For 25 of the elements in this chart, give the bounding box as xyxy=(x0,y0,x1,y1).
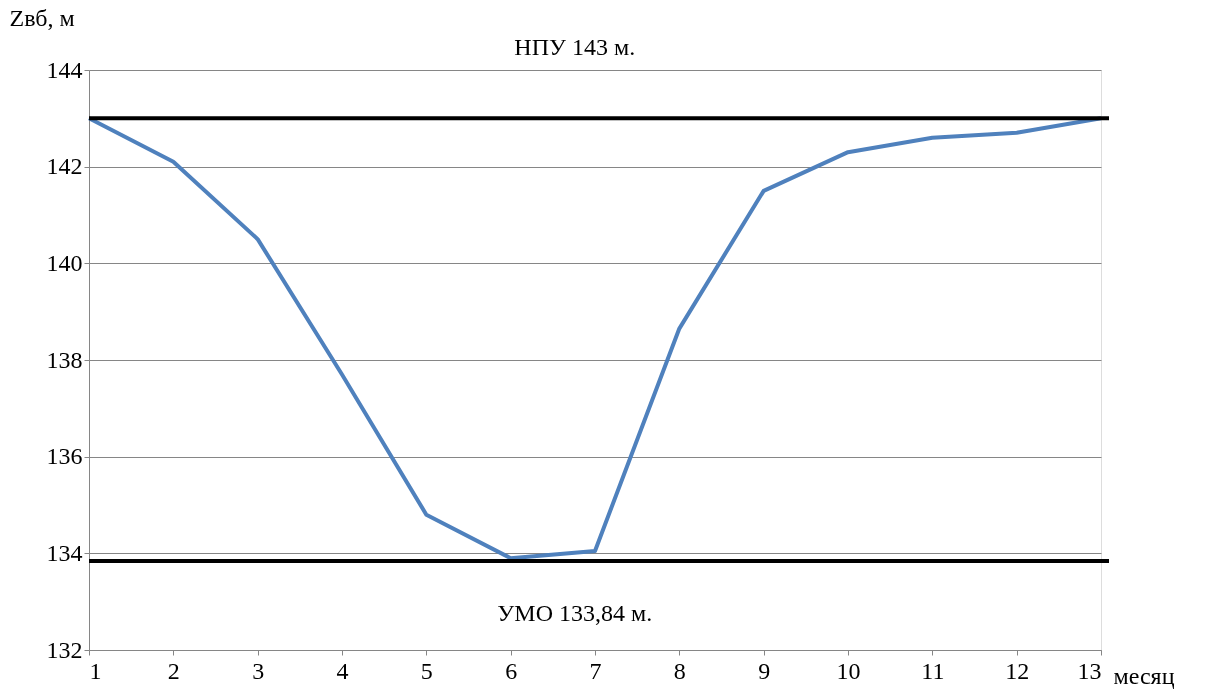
x-tick-label: 12 xyxy=(1005,657,1030,684)
x-tick-label: 8 xyxy=(673,657,686,684)
x-tick-label: 6 xyxy=(505,657,518,684)
x-tick-label: 2 xyxy=(167,657,180,684)
x-tick-label: 4 xyxy=(336,657,349,684)
y-axis-title: Zвб, м xyxy=(9,4,75,31)
y-tick-label: 142 xyxy=(46,153,83,180)
y-tick-label: 138 xyxy=(46,346,83,373)
x-tick-label: 13 xyxy=(1077,657,1102,684)
x-tick-label: 10 xyxy=(836,657,861,684)
y-tick-label: 136 xyxy=(46,443,83,470)
y-tick-label: 144 xyxy=(46,56,83,83)
x-tick-label: 9 xyxy=(758,657,771,684)
y-tick-label: 134 xyxy=(46,539,83,566)
ref-line-label: УМО 133,84 м. xyxy=(497,600,653,627)
x-tick-label: 3 xyxy=(252,657,265,684)
x-tick-label: 7 xyxy=(589,657,602,684)
x-tick-label: 11 xyxy=(921,657,945,684)
x-tick-label: 1 xyxy=(89,657,102,684)
y-tick-label: 132 xyxy=(46,636,83,663)
line-series xyxy=(87,116,1103,561)
x-tick-label: 5 xyxy=(420,657,433,684)
x-axis-title: месяц xyxy=(1113,662,1175,689)
ref-line-label: НПУ 143 м. xyxy=(514,34,636,61)
y-tick-label: 140 xyxy=(46,249,83,276)
